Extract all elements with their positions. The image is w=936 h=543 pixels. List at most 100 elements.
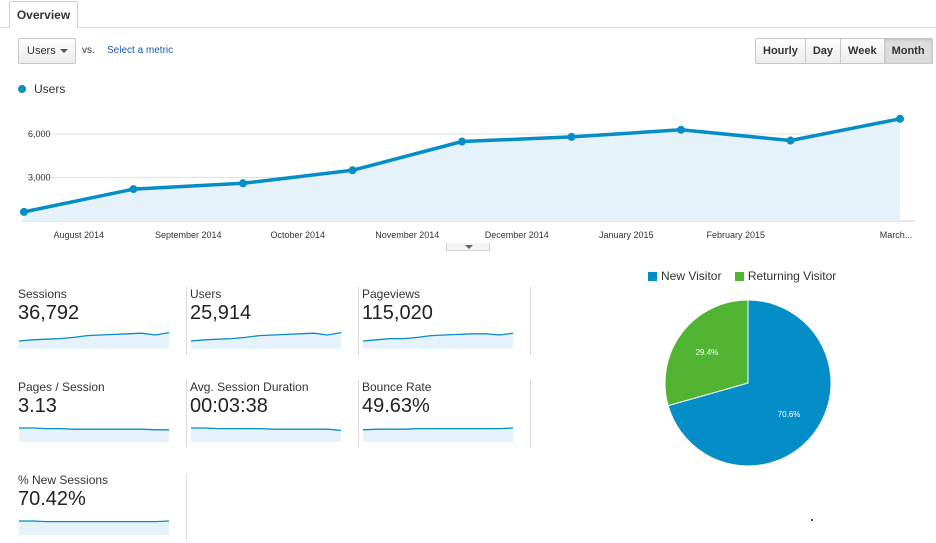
x-tick-label: November 2014 xyxy=(375,230,439,240)
metric-label: Bounce Rate xyxy=(362,380,432,394)
sparkline-line xyxy=(362,427,514,431)
card-divider xyxy=(530,287,531,355)
chevron-down-icon xyxy=(60,49,68,53)
legend-swatch xyxy=(648,272,657,281)
sparkline-line xyxy=(18,331,170,342)
tab-bar: Overview xyxy=(0,0,936,28)
metric-card-new-sessions[interactable]: % New Sessions 70.42% xyxy=(18,473,187,543)
sparkline-area xyxy=(363,333,513,349)
pie-legend: New Visitor Returning Visitor xyxy=(648,269,846,283)
metric-card-sessions[interactable]: Sessions 36,792 xyxy=(18,287,187,357)
y-tick-label: 3,000 xyxy=(28,173,51,183)
metric-label: Pages / Session xyxy=(18,380,105,394)
pie-legend-item-new-visitor[interactable]: New Visitor xyxy=(648,269,721,283)
series-dot-icon xyxy=(18,85,26,93)
metric-label: Sessions xyxy=(18,287,67,301)
sparkline xyxy=(191,427,342,442)
sparkline xyxy=(362,427,514,442)
pie-slice-new-visitor[interactable] xyxy=(667,299,832,467)
data-point[interactable] xyxy=(567,132,576,141)
visitor-type-pie-chart: 70.6% 29.4% xyxy=(664,299,832,467)
day-button[interactable]: Day xyxy=(805,39,842,63)
sparkline xyxy=(19,427,169,442)
x-tick-label: September 2014 xyxy=(155,230,222,240)
x-tick-label: August 2014 xyxy=(53,230,104,240)
card-divider xyxy=(186,287,187,355)
legend-label: New Visitor xyxy=(661,269,722,283)
pie-slice-label: 70.6% xyxy=(778,410,801,419)
pie-slice-label: 29.4% xyxy=(696,348,719,357)
sparkline xyxy=(19,520,170,535)
sparkline-area xyxy=(19,428,169,442)
data-point[interactable] xyxy=(239,179,247,188)
sparkline-line xyxy=(19,520,170,523)
metric-value: 49.63% xyxy=(362,395,430,417)
metric-select-dropdown[interactable]: Users xyxy=(18,38,76,64)
metric-card-pageviews[interactable]: Pageviews 115,020 xyxy=(362,287,531,357)
hourly-button[interactable]: Hourly xyxy=(756,39,806,63)
select-metric-link[interactable]: Select a metric xyxy=(107,45,174,56)
data-point[interactable] xyxy=(786,136,795,145)
sparkline xyxy=(362,332,514,349)
pie-slice-returning-visitor[interactable] xyxy=(664,299,749,407)
metric-card-avg-session-duration[interactable]: Avg. Session Duration 00:03:38 xyxy=(190,380,359,450)
sparkline xyxy=(190,331,342,349)
metric-label: Users xyxy=(190,287,222,301)
week-button[interactable]: Week xyxy=(841,39,885,63)
month-button[interactable]: Month xyxy=(884,39,932,63)
legend-label-users: Users xyxy=(34,82,66,96)
y-tick-label: 6,000 xyxy=(28,129,51,139)
data-point[interactable] xyxy=(677,125,685,134)
metric-card-pages-per-session[interactable]: Pages / Session 3.13 xyxy=(18,380,187,450)
data-point[interactable] xyxy=(348,166,357,175)
metric-value: 00:03:38 xyxy=(190,395,268,417)
x-tick-label: December 2014 xyxy=(485,230,549,240)
sparkline-line xyxy=(191,427,342,432)
card-divider xyxy=(358,287,359,355)
metric-value: 70.42% xyxy=(18,488,86,510)
metric-value: 25,914 xyxy=(190,302,252,324)
card-divider xyxy=(530,380,531,448)
data-point[interactable] xyxy=(129,185,138,194)
metric-card-bounce-rate[interactable]: Bounce Rate 49.63% xyxy=(362,380,531,450)
card-divider xyxy=(358,380,359,448)
x-tick-label: January 2015 xyxy=(599,230,654,240)
metric-label: % New Sessions xyxy=(18,473,109,487)
x-tick-label: March... xyxy=(880,230,913,240)
sparkline-line xyxy=(19,427,169,431)
metric-select-value: Users xyxy=(27,45,56,57)
legend-swatch xyxy=(734,272,744,281)
series-area xyxy=(24,118,900,221)
metric-label: Avg. Session Duration xyxy=(190,380,309,394)
chevron-down-icon xyxy=(465,245,473,249)
card-divider xyxy=(186,473,187,541)
chart-expand-handle[interactable] xyxy=(446,243,490,251)
metric-card-users[interactable]: Users 25,914 xyxy=(190,287,359,357)
data-point[interactable] xyxy=(458,137,466,146)
metric-value: 3.13 xyxy=(18,395,57,417)
metric-value: 115,020 xyxy=(362,302,433,324)
sparkline-line xyxy=(190,331,342,342)
chart-legend: Users xyxy=(18,82,65,96)
x-tick-label: February 2015 xyxy=(706,230,765,240)
granularity-toggle: Hourly Day Week Month xyxy=(755,38,933,64)
card-divider xyxy=(186,380,187,448)
metric-label: Pageviews xyxy=(362,287,421,301)
sparkline-area xyxy=(19,332,169,349)
sparkline-area xyxy=(363,428,513,442)
pie-legend-item-returning-visitor[interactable]: Returning Visitor xyxy=(734,269,837,283)
tab-bar-divider xyxy=(0,27,936,28)
users-line-chart: 6,000 3,000 August 2014 September 2014 Octob… xyxy=(20,114,915,240)
legend-label: Returning Visitor xyxy=(747,269,837,283)
data-point[interactable] xyxy=(20,207,28,216)
data-point[interactable] xyxy=(896,114,904,123)
sparkline-area xyxy=(191,428,341,442)
sparkline-line xyxy=(362,332,514,342)
tab-overview[interactable]: Overview xyxy=(9,1,78,28)
x-tick-label: October 2014 xyxy=(270,230,325,240)
metric-value: 36,792 xyxy=(18,302,80,324)
sparkline-area xyxy=(19,521,169,535)
sparkline-area xyxy=(191,332,341,349)
stray-dot xyxy=(811,519,813,521)
sparkline xyxy=(18,331,170,349)
